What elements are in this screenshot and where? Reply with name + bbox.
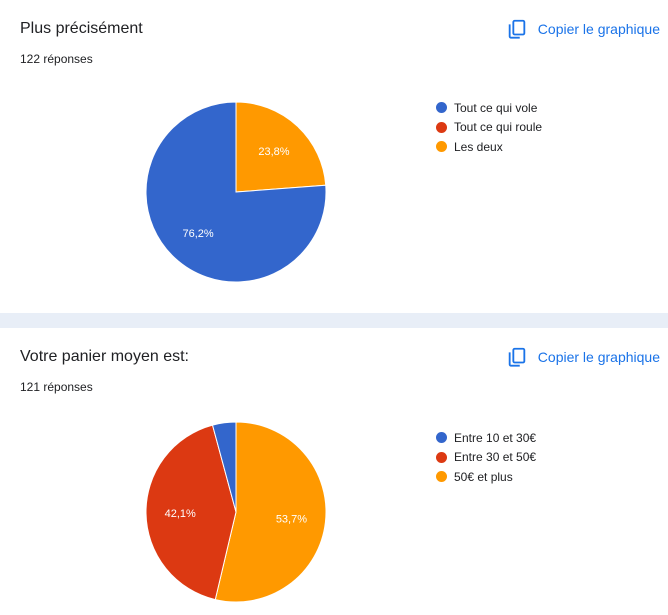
legend-swatch <box>436 471 447 483</box>
legend-label: Entre 10 et 30€ <box>454 430 537 445</box>
legend-swatch <box>436 432 447 444</box>
question-card-2: Votre panier moyen est: 121 réponses Cop… <box>0 328 668 615</box>
legend-item: Tout ce qui roule <box>436 118 542 138</box>
pie-slice-2 <box>145 424 237 601</box>
legend-item: Les deux <box>436 137 542 157</box>
response-count: 122 réponses <box>20 52 93 66</box>
legend-label: Tout ce qui vole <box>454 100 538 115</box>
legend-swatch <box>436 451 447 463</box>
pie-slice-3 <box>214 421 327 603</box>
question-title: Votre panier moyen est: <box>20 348 189 365</box>
chart-legend: Entre 10 et 30€ Entre 30 et 50€ 50€ et plu… <box>436 428 536 487</box>
question-card-1: Plus précisément 122 réponses Copier le … <box>0 0 668 313</box>
legend-label: Entre 30 et 50€ <box>454 450 537 465</box>
legend-label: Tout ce qui roule <box>454 120 543 135</box>
legend-swatch <box>436 102 447 114</box>
pie-slice-1 <box>211 421 237 513</box>
legend-swatch <box>436 121 447 133</box>
pie-chart: 53,7% 42,1% <box>145 421 327 603</box>
copy-chart-label: Copier le graphique <box>537 349 660 365</box>
legend-item: Entre 30 et 50€ <box>436 448 536 468</box>
legend-swatch <box>436 141 447 153</box>
response-count: 121 réponses <box>20 380 93 394</box>
question-title: Plus précisément <box>20 20 143 37</box>
pie-slice-3 <box>235 101 327 193</box>
copy-chart-label: Copier le graphique <box>537 21 660 37</box>
legend-item: Tout ce qui vole <box>436 98 542 118</box>
slice-label: 23,8% <box>258 146 289 158</box>
legend-item: 50€ et plus <box>436 467 536 487</box>
chart-legend: Tout ce qui vole Tout ce qui roule Les deu… <box>436 98 542 157</box>
copy-icon <box>508 347 526 367</box>
slice-label: 76,2% <box>182 228 213 240</box>
pie-chart: 23,8% 76,2% <box>145 101 327 283</box>
legend-label: Les deux <box>454 139 503 154</box>
legend-label: 50€ et plus <box>454 469 513 484</box>
pie-slice-1 <box>145 101 327 283</box>
copy-icon <box>508 19 526 39</box>
slice-label: 53,7% <box>276 513 307 525</box>
copy-chart-button[interactable]: Copier le graphique <box>506 344 660 370</box>
legend-item: Entre 10 et 30€ <box>436 428 536 448</box>
slice-label: 42,1% <box>165 508 196 520</box>
copy-chart-button[interactable]: Copier le graphique <box>506 16 660 42</box>
